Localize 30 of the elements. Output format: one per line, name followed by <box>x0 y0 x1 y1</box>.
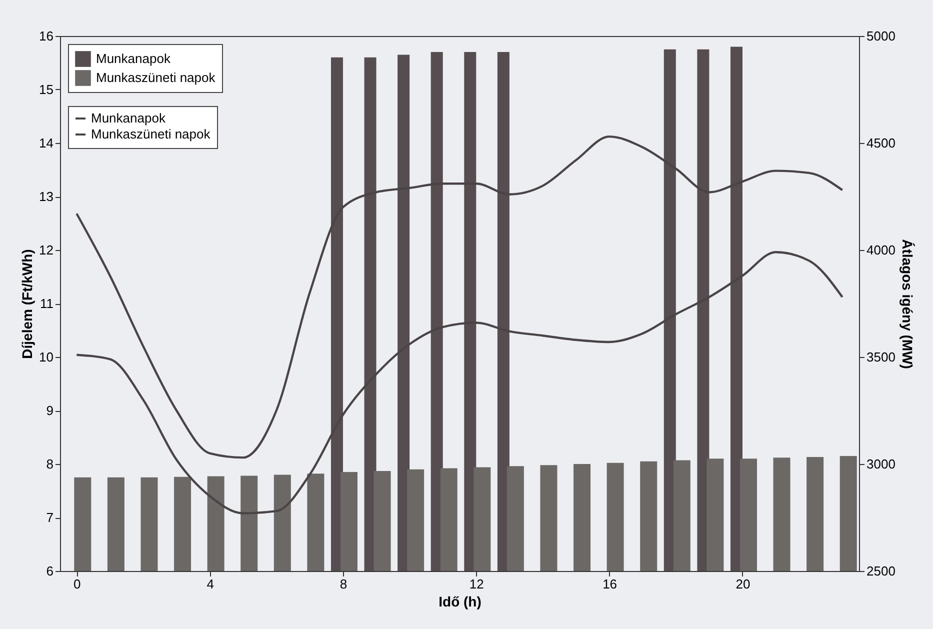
y2-tick-label: 3500 <box>866 350 896 364</box>
legend-label: Munkaszüneti napok <box>91 126 211 142</box>
y-tick-label: 9 <box>46 403 54 418</box>
x-tick-label: 8 <box>340 576 348 592</box>
y-tick-label: 13 <box>39 189 54 204</box>
legend-label: Munkanapok <box>91 110 166 126</box>
legend-label: Munkanapok <box>96 51 171 66</box>
y2-tick-label: 2500 <box>866 564 896 578</box>
x-tick-label: 16 <box>602 576 618 592</box>
y-tick-label: 7 <box>46 510 54 525</box>
y-tick-label: 6 <box>46 564 54 578</box>
y2-tick-label: 3000 <box>866 456 896 472</box>
x-tick-label: 20 <box>736 576 750 592</box>
x-tick-label: 0 <box>74 576 81 592</box>
y2-tick-label: 5000 <box>866 28 896 44</box>
y-tick-label: 15 <box>39 82 54 97</box>
y2-tick-label: 4500 <box>866 136 896 150</box>
x-axis-title: Idő (h) <box>438 594 482 610</box>
y-tick-label: 12 <box>39 242 54 258</box>
y-tick-label: 11 <box>40 296 54 311</box>
y-tick-label: 8 <box>46 456 54 472</box>
y-tick-label: 14 <box>39 136 54 150</box>
y-tick-label: 10 <box>39 350 54 364</box>
y2-tick-label: 4000 <box>866 242 896 258</box>
y-axis-title: Díjelem (Ft/kWh) <box>19 249 36 359</box>
y2-axis-title: Átlagos igény (MW) <box>899 239 916 369</box>
x-tick-label: 4 <box>206 576 214 592</box>
legend-label: Munkaszüneti napok <box>96 70 216 85</box>
y-tick-label: 16 <box>39 28 54 44</box>
x-tick-label: 12 <box>469 576 484 592</box>
